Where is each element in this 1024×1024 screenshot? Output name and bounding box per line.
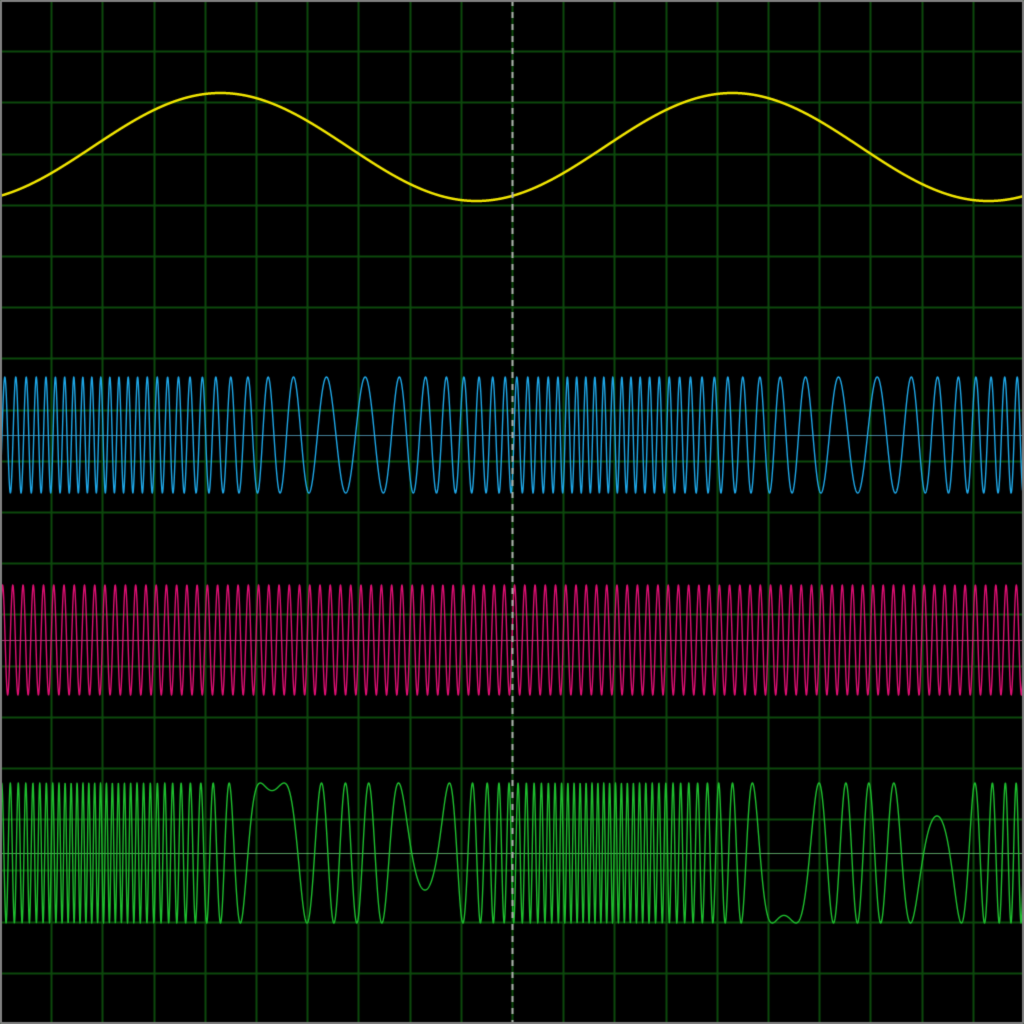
oscilloscope-display — [0, 0, 1024, 1024]
